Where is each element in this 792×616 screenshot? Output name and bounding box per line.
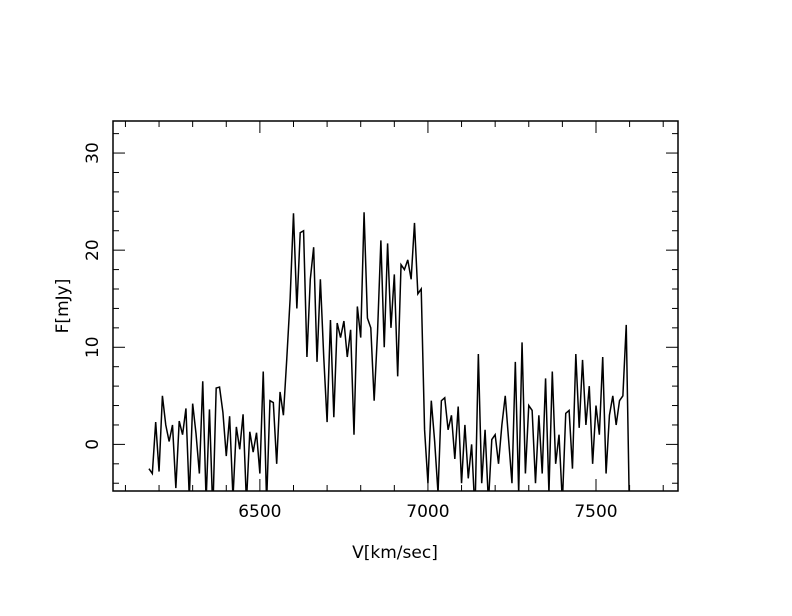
plot-area (148, 212, 630, 491)
y-axis-label: F[mJy] (53, 279, 73, 334)
x-axis-label: V[km/sec] (352, 543, 438, 563)
x-tick-label: 6500 (238, 502, 281, 522)
y-tick-label: 10 (83, 336, 103, 358)
y-tick-label: 30 (83, 142, 103, 164)
plot-frame (112, 120, 679, 492)
x-tick-label: 7000 (406, 502, 449, 522)
spectrum-line (148, 212, 630, 491)
x-tick-label: 7500 (574, 502, 617, 522)
y-tick-label: 0 (83, 439, 103, 450)
y-tick-label: 20 (83, 239, 103, 261)
